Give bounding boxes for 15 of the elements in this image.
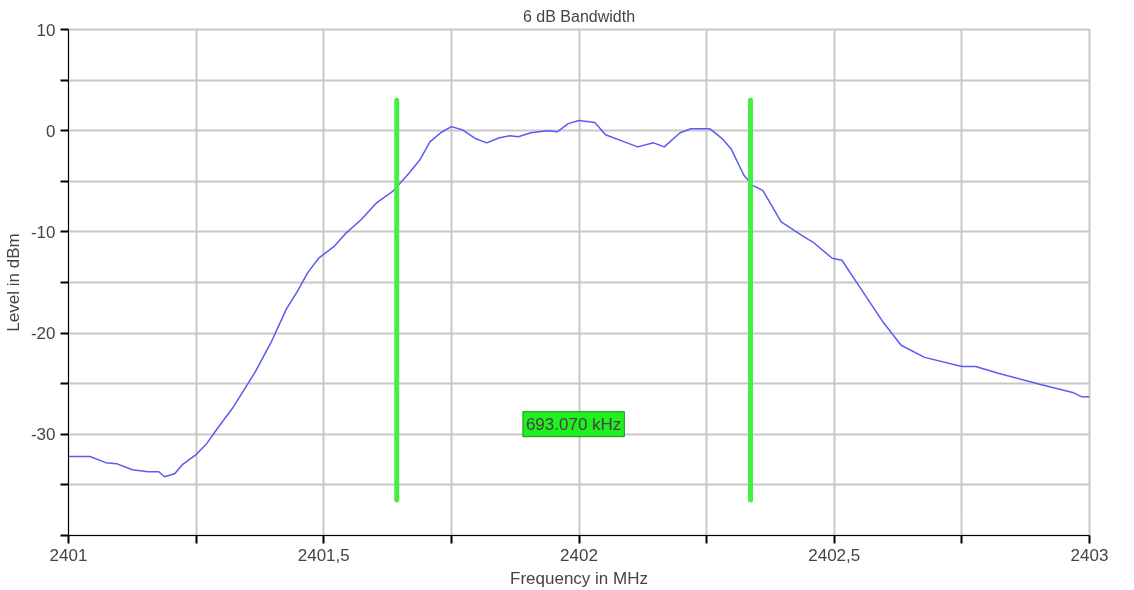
y-tick-label: -20	[30, 324, 56, 344]
x-tick-label: 2401	[49, 545, 88, 565]
x-tick-label: 2401,5	[297, 545, 350, 565]
y-tick-label: 10	[36, 20, 56, 40]
chart-title: 6 dB Bandwidth	[522, 7, 636, 25]
x-tick-label: 2402,5	[808, 545, 861, 565]
y-tick-label: 0	[46, 121, 56, 141]
x-tick-label: 2402	[560, 545, 598, 565]
annotation: 693.070 kHz	[525, 414, 622, 434]
x-axis-title: Frequency in MHz	[510, 568, 648, 588]
y-axis-title: Level in dBm	[3, 233, 23, 332]
x-tick-label: 2403	[1070, 545, 1109, 565]
y-tick-label: -30	[30, 425, 56, 445]
line-series	[68, 119, 1090, 478]
y-tick-label: -10	[30, 222, 56, 242]
